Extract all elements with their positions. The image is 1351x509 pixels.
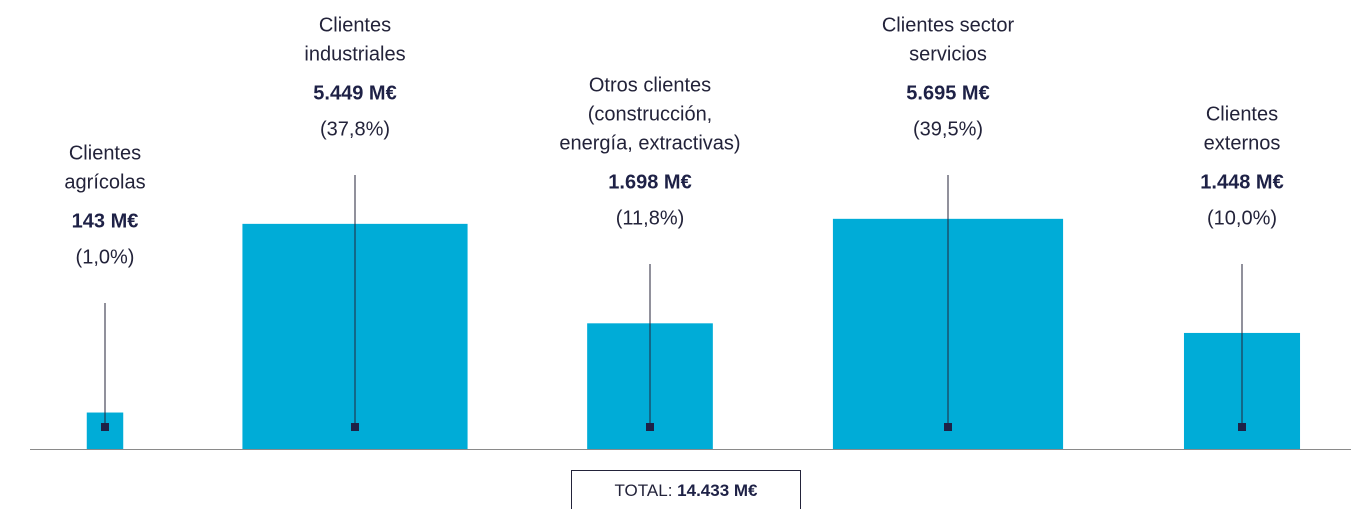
category-label: Clientes xyxy=(319,14,391,36)
category-label: Clientes xyxy=(1206,103,1278,125)
total-box xyxy=(571,470,801,509)
total: TOTAL: 14.433 M€ xyxy=(614,481,758,500)
value-label: 143 M€ xyxy=(72,210,139,232)
value-label: 5.449 M€ xyxy=(313,82,396,104)
category-label: Otros clientes xyxy=(589,74,711,96)
category-label: servicios xyxy=(909,43,987,65)
leader-dot xyxy=(101,423,109,431)
category-label: (construcción, xyxy=(588,103,713,125)
share-label: (10,0%) xyxy=(1207,207,1277,229)
share-label: (11,8%) xyxy=(616,207,685,229)
value-label: 1.698 M€ xyxy=(608,171,691,193)
category-label: energía, extractivas) xyxy=(559,132,740,154)
category-label: externos xyxy=(1204,132,1281,154)
value-label: 5.695 M€ xyxy=(906,82,989,104)
leader-dot xyxy=(351,423,359,431)
share-label: (37,8%) xyxy=(320,118,390,140)
category-label: agrícolas xyxy=(64,171,145,193)
value-label: 1.448 M€ xyxy=(1200,171,1283,193)
total-label: TOTAL: xyxy=(614,481,672,500)
category-label: Clientes sector xyxy=(882,14,1015,36)
total-value: 14.433 M€ xyxy=(677,481,758,500)
leader-dot xyxy=(1238,423,1246,431)
share-label: (39,5%) xyxy=(913,118,983,140)
category-label: Clientes xyxy=(69,142,141,164)
share-label: (1,0%) xyxy=(76,246,135,268)
leader-dot xyxy=(646,423,654,431)
category-label: industriales xyxy=(304,43,405,65)
leader-dot xyxy=(944,423,952,431)
